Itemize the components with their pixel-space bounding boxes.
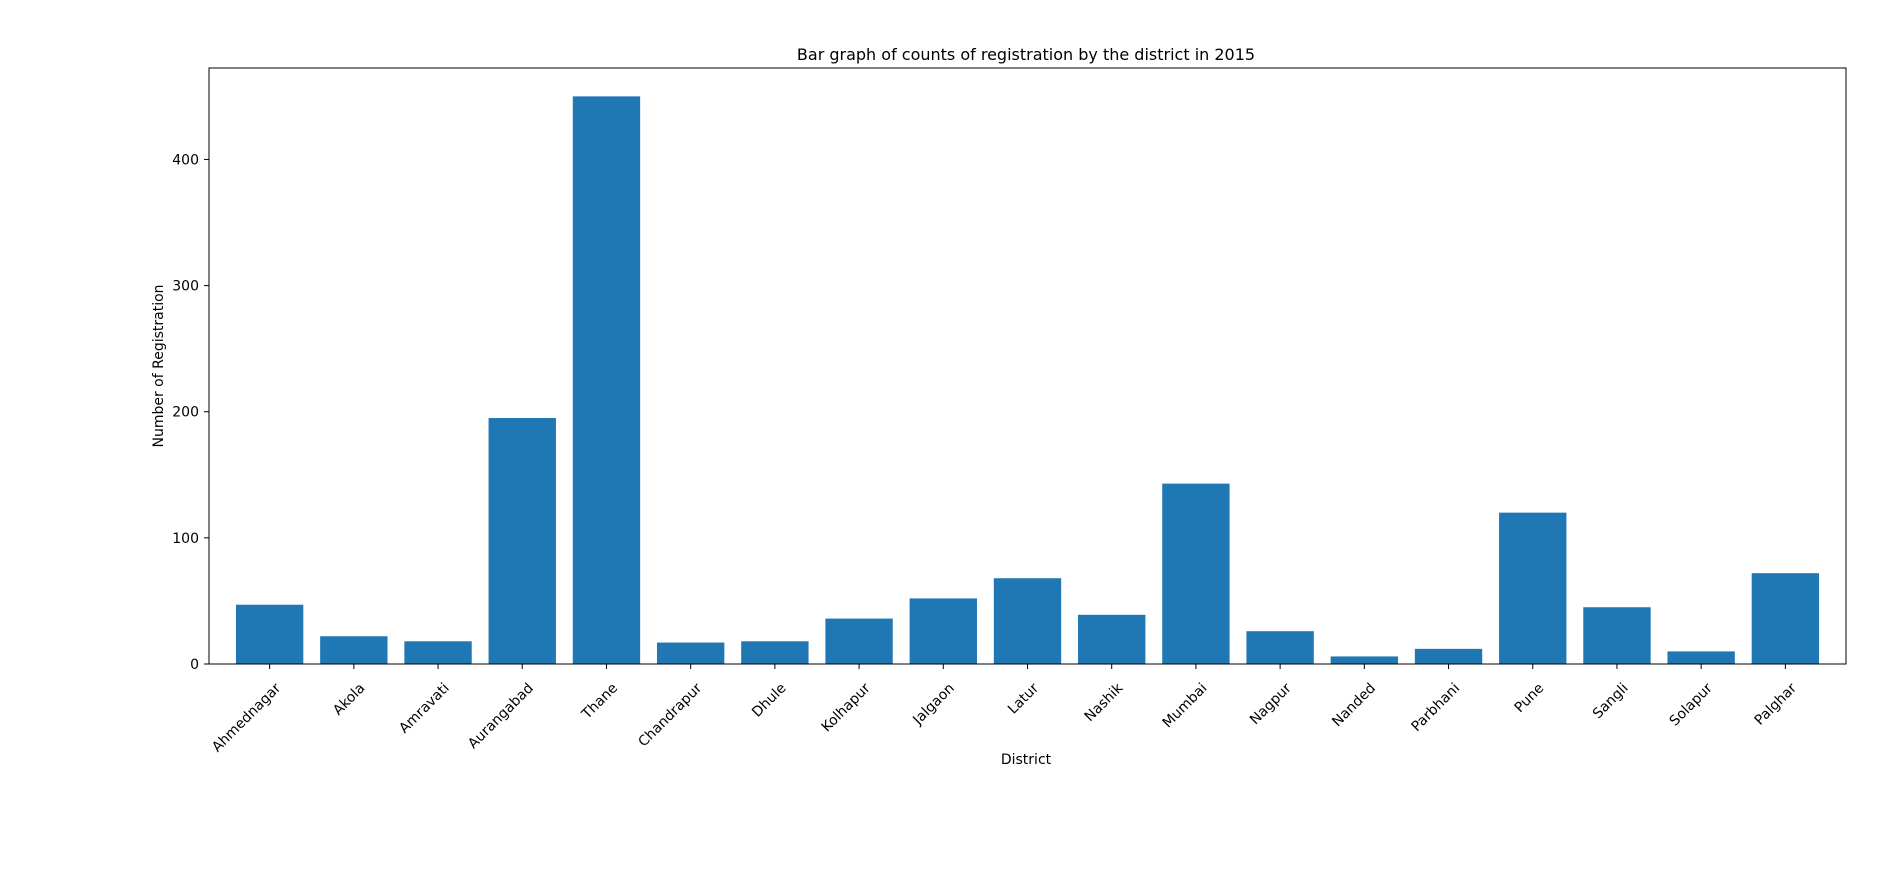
x-tick-label-sangli: Sangli [1590,680,1632,722]
bar-nashik [1078,614,1146,664]
x-tick-label-parbhani: Parbhani [1409,680,1464,735]
x-tick-label-kolhapur: Kolhapur [819,680,874,735]
x-tick-label-nagpur: Nagpur [1247,680,1295,728]
x-tick-label-palghar: Palghar [1752,680,1801,729]
x-tick-label-dhule: Dhule [749,680,789,720]
x-tick-label-amravati: Amravati [396,680,452,736]
y-tick-label: 0 [190,657,199,673]
x-tick-label-solapur: Solapur [1667,680,1716,729]
y-tick-label: 400 [172,152,199,168]
x-tick-label-thane: Thane [578,680,621,723]
x-tick-label-aurangabad: Aurangabad [465,680,537,752]
y-tick-label: 300 [172,279,199,295]
x-axis-ticks: Ahmednagar Akola Amravati Aurangabad Thane Ch… [209,664,1800,755]
y-tick-label: 200 [172,405,199,421]
x-axis-label: District [1001,752,1052,768]
y-tick-label: 100 [172,531,199,547]
bar-nagpur [1246,631,1314,664]
bar-jalgaon [909,598,977,664]
bar-parbhani [1414,648,1483,664]
x-tick-label-pune: Pune [1512,680,1548,716]
bar-nanded [1330,656,1399,664]
bar-sangli [1583,607,1651,664]
bar-solapur [1667,651,1735,664]
x-tick-label-chandrapur: Chandrapur [635,680,705,750]
bar-akola [320,636,388,664]
y-axis-ticks: 0 100 200 300 400 [172,152,209,673]
x-tick-label-mumbai: Mumbai [1160,680,1211,731]
x-tick-label-nashik: Nashik [1082,680,1127,725]
bar-kolhapur [825,618,893,664]
bar-latur [993,578,1062,664]
bar-mumbai [1162,483,1230,664]
bar-aurangabad [488,418,556,664]
bar-dhule [741,641,809,664]
x-tick-label-nanded: Nanded [1329,680,1379,730]
bar-amravati [404,641,472,664]
bar-thane [572,96,641,664]
x-tick-label-latur: Latur [1005,680,1042,717]
x-tick-label-ahmednagar: Ahmednagar [209,680,284,755]
plot-frame [208,67,1847,665]
bar-pune [1499,512,1567,664]
y-axis-label: Number of Registration [151,284,167,447]
bar-palghar [1751,573,1820,664]
bars-group [235,96,1820,664]
bar-ahmednagar [235,604,304,664]
chart-title: Bar graph of counts of registration by t… [797,45,1255,64]
x-tick-label-jalgaon: Jalgaon [909,680,957,728]
x-tick-label-akola: Akola [330,680,368,718]
bar-chandrapur [656,642,725,664]
